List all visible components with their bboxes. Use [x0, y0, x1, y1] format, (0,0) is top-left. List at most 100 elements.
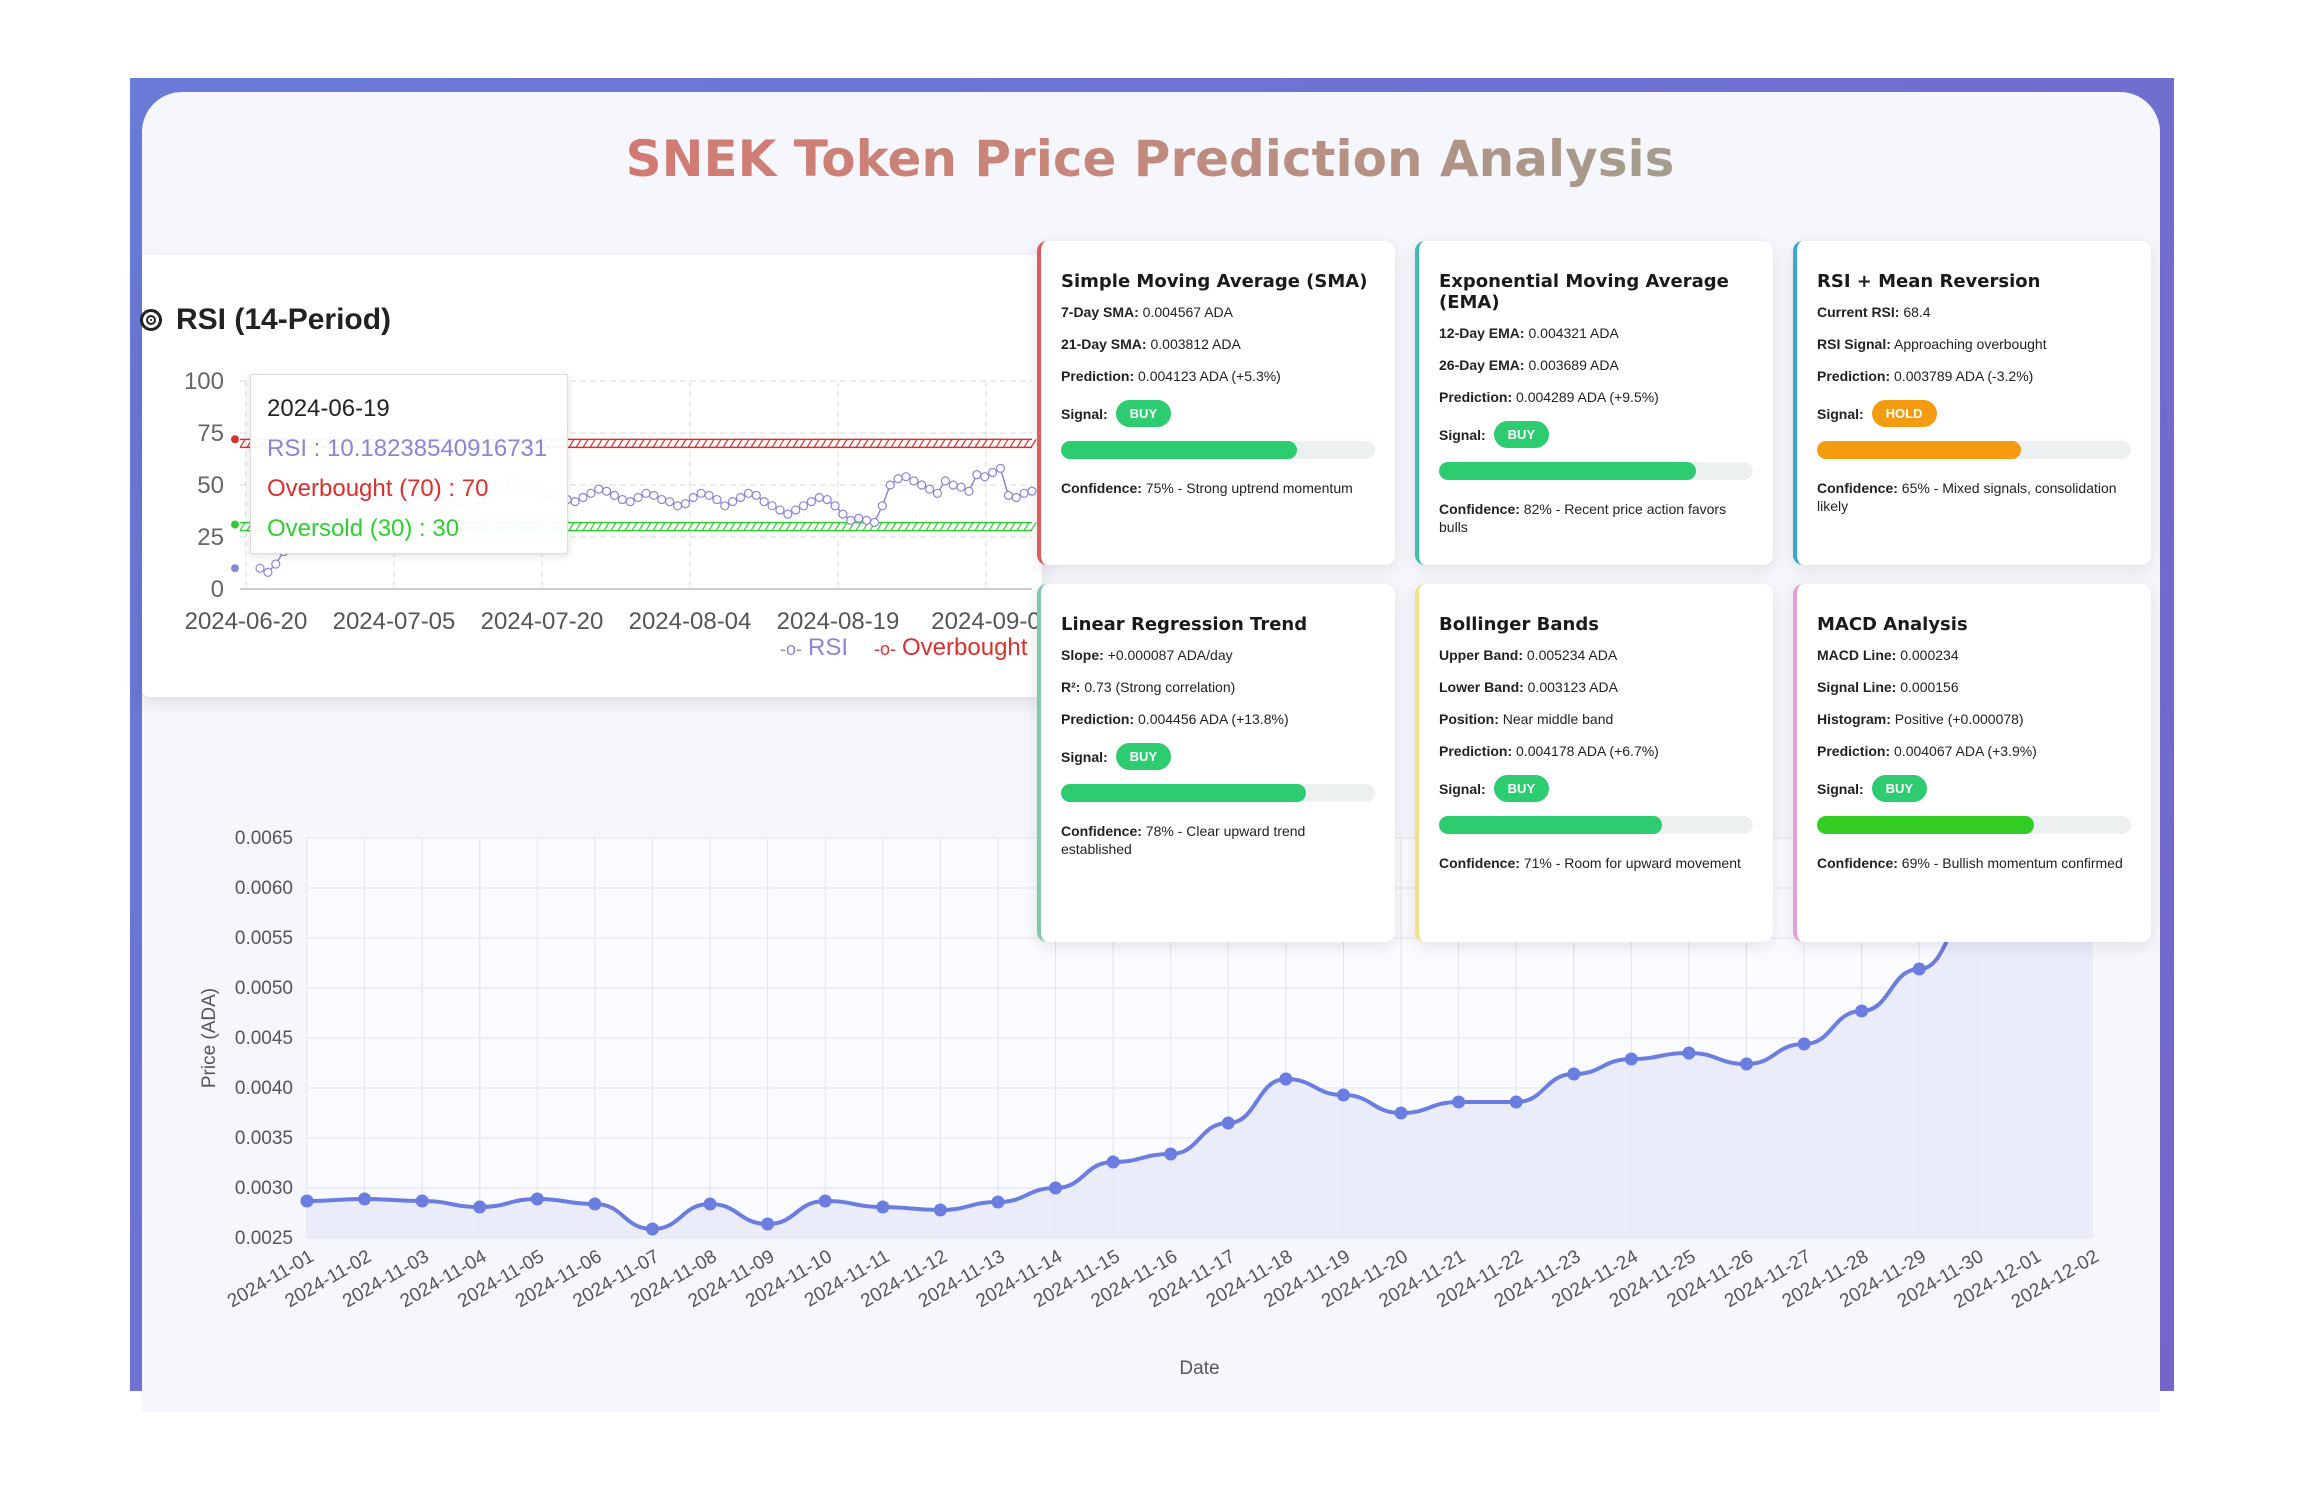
rsi-point[interactable]: [783, 509, 793, 519]
price-point[interactable]: [761, 1217, 775, 1231]
rsi-overbought-line-hatch: [694, 439, 701, 448]
price-point[interactable]: [1682, 1046, 1696, 1060]
rsi-point[interactable]: [609, 490, 620, 500]
rsi-point[interactable]: [688, 492, 698, 503]
price-point[interactable]: [1624, 1052, 1638, 1066]
price-point[interactable]: [1855, 1004, 1869, 1018]
legend-item-rsi[interactable]: -o- RSI: [780, 634, 848, 662]
price-point[interactable]: [1509, 1095, 1523, 1109]
rsi-point[interactable]: [1011, 492, 1021, 503]
price-point[interactable]: [1336, 1088, 1350, 1102]
rsi-point[interactable]: [877, 501, 887, 511]
rsi-point[interactable]: [759, 497, 769, 507]
rsi-point[interactable]: [255, 563, 265, 573]
rsi-point[interactable]: [924, 484, 935, 494]
rsi-point[interactable]: [854, 513, 864, 523]
rsi-point[interactable]: [680, 499, 690, 509]
rsi-point[interactable]: [814, 492, 824, 503]
price-point[interactable]: [530, 1192, 544, 1206]
rsi-point[interactable]: [806, 497, 817, 507]
price-point[interactable]: [1567, 1067, 1581, 1081]
price-point[interactable]: [1049, 1181, 1063, 1195]
price-point[interactable]: [991, 1195, 1005, 1209]
price-point[interactable]: [876, 1200, 890, 1214]
rsi-point[interactable]: [696, 488, 706, 498]
rsi-point[interactable]: [798, 501, 809, 511]
price-point[interactable]: [1106, 1155, 1120, 1169]
confidence-text: Confidence: 82% - Recent price action fa…: [1439, 500, 1753, 536]
rsi-point[interactable]: [665, 497, 675, 507]
confidence-label: Confidence:: [1439, 855, 1520, 871]
rsi-point[interactable]: [846, 515, 856, 525]
rsi-point[interactable]: [751, 490, 761, 500]
rsi-point[interactable]: [1019, 488, 1029, 498]
rsi-point[interactable]: [586, 488, 596, 498]
price-point[interactable]: [1279, 1072, 1293, 1086]
rsi-point[interactable]: [838, 509, 848, 519]
rsi-point[interactable]: [1003, 490, 1013, 500]
rsi-point[interactable]: [885, 480, 895, 490]
rsi-point[interactable]: [1027, 486, 1037, 496]
rsi-point[interactable]: [602, 486, 612, 496]
rsi-y-tick: 100: [184, 368, 224, 395]
rsi-point[interactable]: [869, 517, 880, 528]
price-point[interactable]: [1394, 1106, 1408, 1120]
rsi-point[interactable]: [672, 501, 683, 511]
rsi-point[interactable]: [570, 497, 580, 507]
price-point[interactable]: [645, 1222, 659, 1236]
rsi-point[interactable]: [940, 476, 950, 486]
rsi-point[interactable]: [720, 501, 730, 511]
legend-item-overbought[interactable]: -o- Overbought: [874, 634, 1027, 662]
price-point[interactable]: [358, 1192, 372, 1206]
rsi-point[interactable]: [901, 472, 911, 482]
rsi-point[interactable]: [712, 494, 722, 505]
rsi-point[interactable]: [704, 490, 714, 500]
rsi-point[interactable]: [972, 469, 982, 480]
rsi-point[interactable]: [728, 497, 738, 507]
price-point[interactable]: [473, 1200, 487, 1214]
price-point[interactable]: [1164, 1147, 1178, 1161]
rsi-point[interactable]: [995, 463, 1006, 473]
price-point[interactable]: [415, 1194, 429, 1208]
price-point[interactable]: [1912, 962, 1926, 976]
rsi-point[interactable]: [917, 480, 927, 490]
rsi-point[interactable]: [641, 488, 651, 498]
rsi-point[interactable]: [649, 490, 659, 500]
price-point[interactable]: [1452, 1095, 1466, 1109]
rsi-point[interactable]: [767, 501, 777, 511]
rsi-point[interactable]: [822, 494, 832, 505]
rsi-point[interactable]: [948, 480, 958, 490]
rsi-point[interactable]: [980, 472, 990, 482]
rsi-point[interactable]: [263, 567, 273, 577]
rsi-point[interactable]: [735, 492, 746, 503]
rsi-point[interactable]: [909, 476, 919, 486]
price-point[interactable]: [818, 1194, 832, 1208]
rsi-oversold-line-hatch: [673, 522, 680, 531]
price-point[interactable]: [1740, 1057, 1754, 1071]
rsi-point[interactable]: [830, 501, 840, 511]
rsi-point[interactable]: [861, 515, 872, 525]
price-point[interactable]: [588, 1197, 602, 1211]
price-y-tick: 0.0045: [235, 1028, 293, 1049]
rsi-point[interactable]: [578, 492, 588, 503]
price-point[interactable]: [1221, 1116, 1235, 1130]
price-point[interactable]: [933, 1203, 947, 1217]
rsi-point[interactable]: [633, 492, 643, 503]
rsi-point[interactable]: [594, 484, 604, 494]
rsi-point[interactable]: [791, 505, 801, 515]
rsi-point[interactable]: [893, 474, 903, 484]
rsi-point[interactable]: [743, 488, 754, 498]
rsi-point[interactable]: [271, 559, 281, 569]
rsi-point[interactable]: [657, 494, 667, 505]
rsi-point[interactable]: [964, 486, 974, 496]
price-point[interactable]: [300, 1194, 314, 1208]
rsi-point[interactable]: [956, 482, 966, 492]
rsi-point[interactable]: [775, 505, 785, 515]
rsi-point[interactable]: [617, 494, 627, 505]
rsi-point[interactable]: [988, 467, 998, 478]
rsi-point[interactable]: [932, 488, 943, 498]
price-point[interactable]: [703, 1197, 717, 1211]
rsi-point[interactable]: [625, 497, 635, 507]
price-y-tick: 0.0055: [235, 928, 293, 949]
price-point[interactable]: [1797, 1037, 1811, 1051]
